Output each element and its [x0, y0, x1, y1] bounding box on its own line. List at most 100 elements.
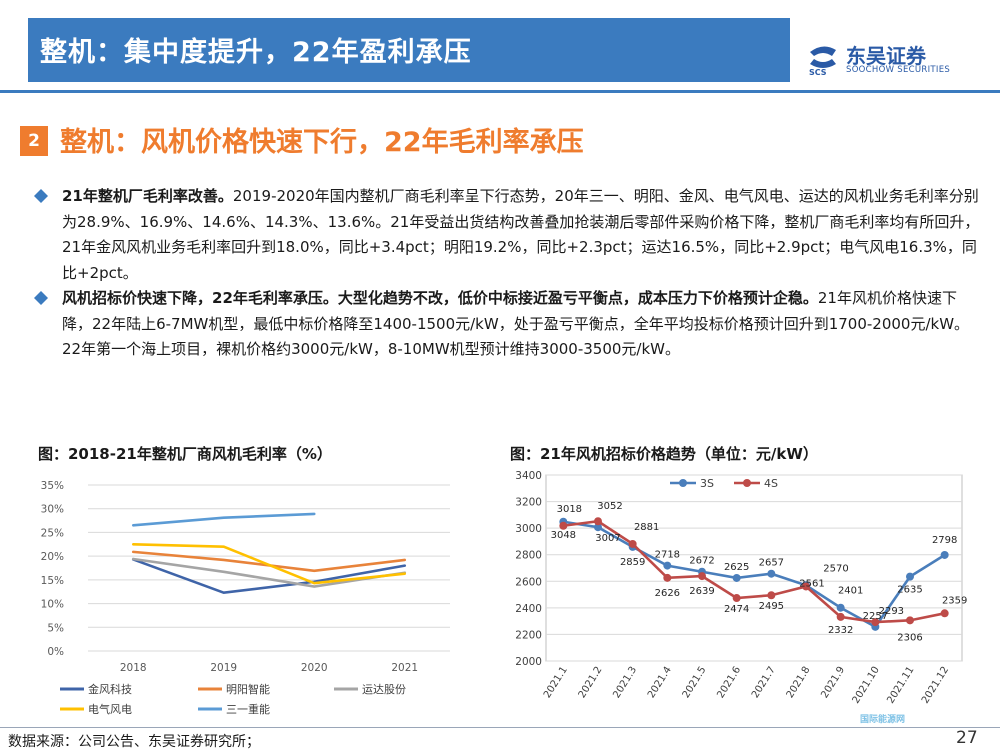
data-point	[732, 573, 741, 582]
data-point	[663, 573, 672, 582]
paragraph-1-lead: 21年整机厂毛利率改善。	[62, 187, 233, 205]
gross-margin-line-chart: 0% 5% 10% 15% 20% 25% 30% 35% 2018 2019 2020 2021 金风…	[41, 480, 450, 716]
data-point	[871, 618, 880, 627]
y-tick-label: 10%	[41, 599, 64, 611]
data-label: 2635	[897, 585, 922, 596]
data-label: 2293	[879, 606, 904, 617]
data-label: 3048	[551, 530, 576, 541]
data-point	[836, 612, 845, 621]
data-label: 2332	[828, 625, 853, 636]
legend-marker	[679, 479, 687, 487]
series-line	[131, 558, 407, 594]
logo-cn-name: 东吴证券	[846, 44, 926, 68]
data-label: 2401	[838, 586, 863, 597]
page-title: 整机：集中度提升，22年盈利承压	[40, 37, 472, 68]
company-logo: SCS 东吴证券 SOOCHOW SECURITIES	[806, 40, 976, 80]
logo-en-name: SOOCHOW SECURITIES	[846, 65, 951, 75]
data-point	[767, 591, 776, 600]
legend-label: 三一重能	[226, 702, 270, 716]
data-label: 2881	[634, 522, 659, 533]
data-label: 2495	[759, 601, 784, 612]
legend-label: 明阳智能	[226, 682, 270, 696]
paragraph-2: 风机招标价快速下降，22年毛利率承压。大型化趋势不改，低价中标接近盈亏平衡点，成…	[62, 286, 982, 363]
logo-abbr: SCS	[809, 68, 827, 76]
diamond-bullet-icon	[34, 291, 48, 305]
x-tick-label: 2021.6	[715, 665, 743, 701]
y-tick-label: 35%	[41, 480, 64, 492]
legend-label: 电气风电	[88, 702, 132, 716]
y-tick-label: 2200	[515, 629, 542, 641]
y-tick-label: 25%	[41, 527, 64, 539]
data-point	[732, 594, 741, 603]
y-tick-label: 3200	[515, 497, 542, 509]
x-tick-label: 2021.9	[819, 665, 847, 701]
y-tick-label: 0%	[47, 646, 64, 658]
y-tick-label: 2000	[515, 656, 542, 668]
diamond-bullet-icon	[34, 189, 48, 203]
y-tick-label: 15%	[41, 575, 64, 587]
data-label: 2359	[942, 595, 967, 606]
data-label: 2306	[897, 632, 922, 643]
title-bar	[28, 18, 790, 82]
watermark-text: 国际能源网	[860, 715, 906, 725]
data-point	[559, 521, 568, 530]
y-tick-label: 3400	[515, 470, 542, 482]
series-line	[131, 542, 407, 585]
y-tick-label: 3000	[515, 523, 542, 535]
legend-label: 运达股份	[362, 683, 406, 696]
section-title: 整机：风机价格快速下行，22年毛利率承压	[60, 127, 584, 158]
series-line	[131, 512, 316, 527]
data-point	[906, 616, 914, 625]
data-point	[628, 539, 637, 548]
y-tick-label: 30%	[41, 504, 64, 516]
series-line	[563, 520, 946, 629]
x-tick-label: 2021.3	[611, 665, 639, 701]
y-tick-label: 2600	[515, 576, 542, 588]
series-line	[131, 550, 407, 573]
x-tick-label: 2021.4	[646, 665, 674, 701]
data-point	[940, 550, 949, 559]
data-point	[906, 572, 914, 581]
data-label: 2257	[863, 611, 888, 622]
footer-divider	[0, 727, 1000, 728]
header-divider	[0, 90, 1000, 93]
data-point	[802, 582, 810, 591]
data-point	[663, 561, 672, 570]
data-label: 2639	[689, 586, 714, 597]
data-point	[698, 572, 706, 581]
data-label: 2718	[655, 550, 680, 561]
x-tick-label: 2021.5	[681, 665, 709, 701]
x-tick-label: 2020	[301, 662, 328, 674]
legend-label: 4S	[764, 477, 778, 490]
data-point	[836, 603, 845, 612]
paragraph-1-body: 2019-2020年国内整机厂商毛利率呈下行态势，20年三一、明阳、金风、电气风…	[62, 187, 980, 282]
x-tick-label: 2021.12	[920, 665, 951, 706]
data-label: 2474	[724, 604, 749, 615]
footer-source: 数据来源：公司公告、东吴证券研究所；	[8, 734, 260, 750]
paragraph-2-lead: 风机招标价快速下降，22年毛利率承压。大型化趋势不改，低价中标接近盈亏平衡点，成…	[62, 289, 818, 307]
section-number-badge: 2	[20, 126, 48, 156]
data-label: 2859	[620, 557, 645, 568]
soochow-logo-icon: SCS	[809, 46, 836, 76]
page-number: 27	[956, 728, 978, 748]
data-label: 2625	[724, 562, 749, 573]
x-tick-label: 2019	[210, 662, 237, 674]
chart-1-title: 图：2018-21年整机厂商风机毛利率（%）	[38, 445, 332, 463]
data-point	[594, 517, 602, 526]
data-point	[594, 523, 602, 532]
data-label: 3052	[597, 501, 622, 512]
y-tick-label: 5%	[47, 622, 64, 634]
y-tick-label: 20%	[41, 551, 64, 563]
data-point	[940, 609, 949, 618]
x-tick-label: 2021.8	[785, 665, 813, 701]
x-tick-label: 2021	[391, 662, 418, 674]
data-label: 3018	[557, 504, 582, 515]
data-point	[767, 569, 776, 578]
data-label: 2657	[759, 558, 784, 569]
legend-label: 金风科技	[88, 682, 132, 696]
x-tick-label: 2021.1	[542, 665, 570, 701]
y-tick-label: 2400	[515, 603, 542, 615]
x-tick-label: 2021.11	[885, 665, 916, 706]
series-line	[563, 519, 945, 624]
